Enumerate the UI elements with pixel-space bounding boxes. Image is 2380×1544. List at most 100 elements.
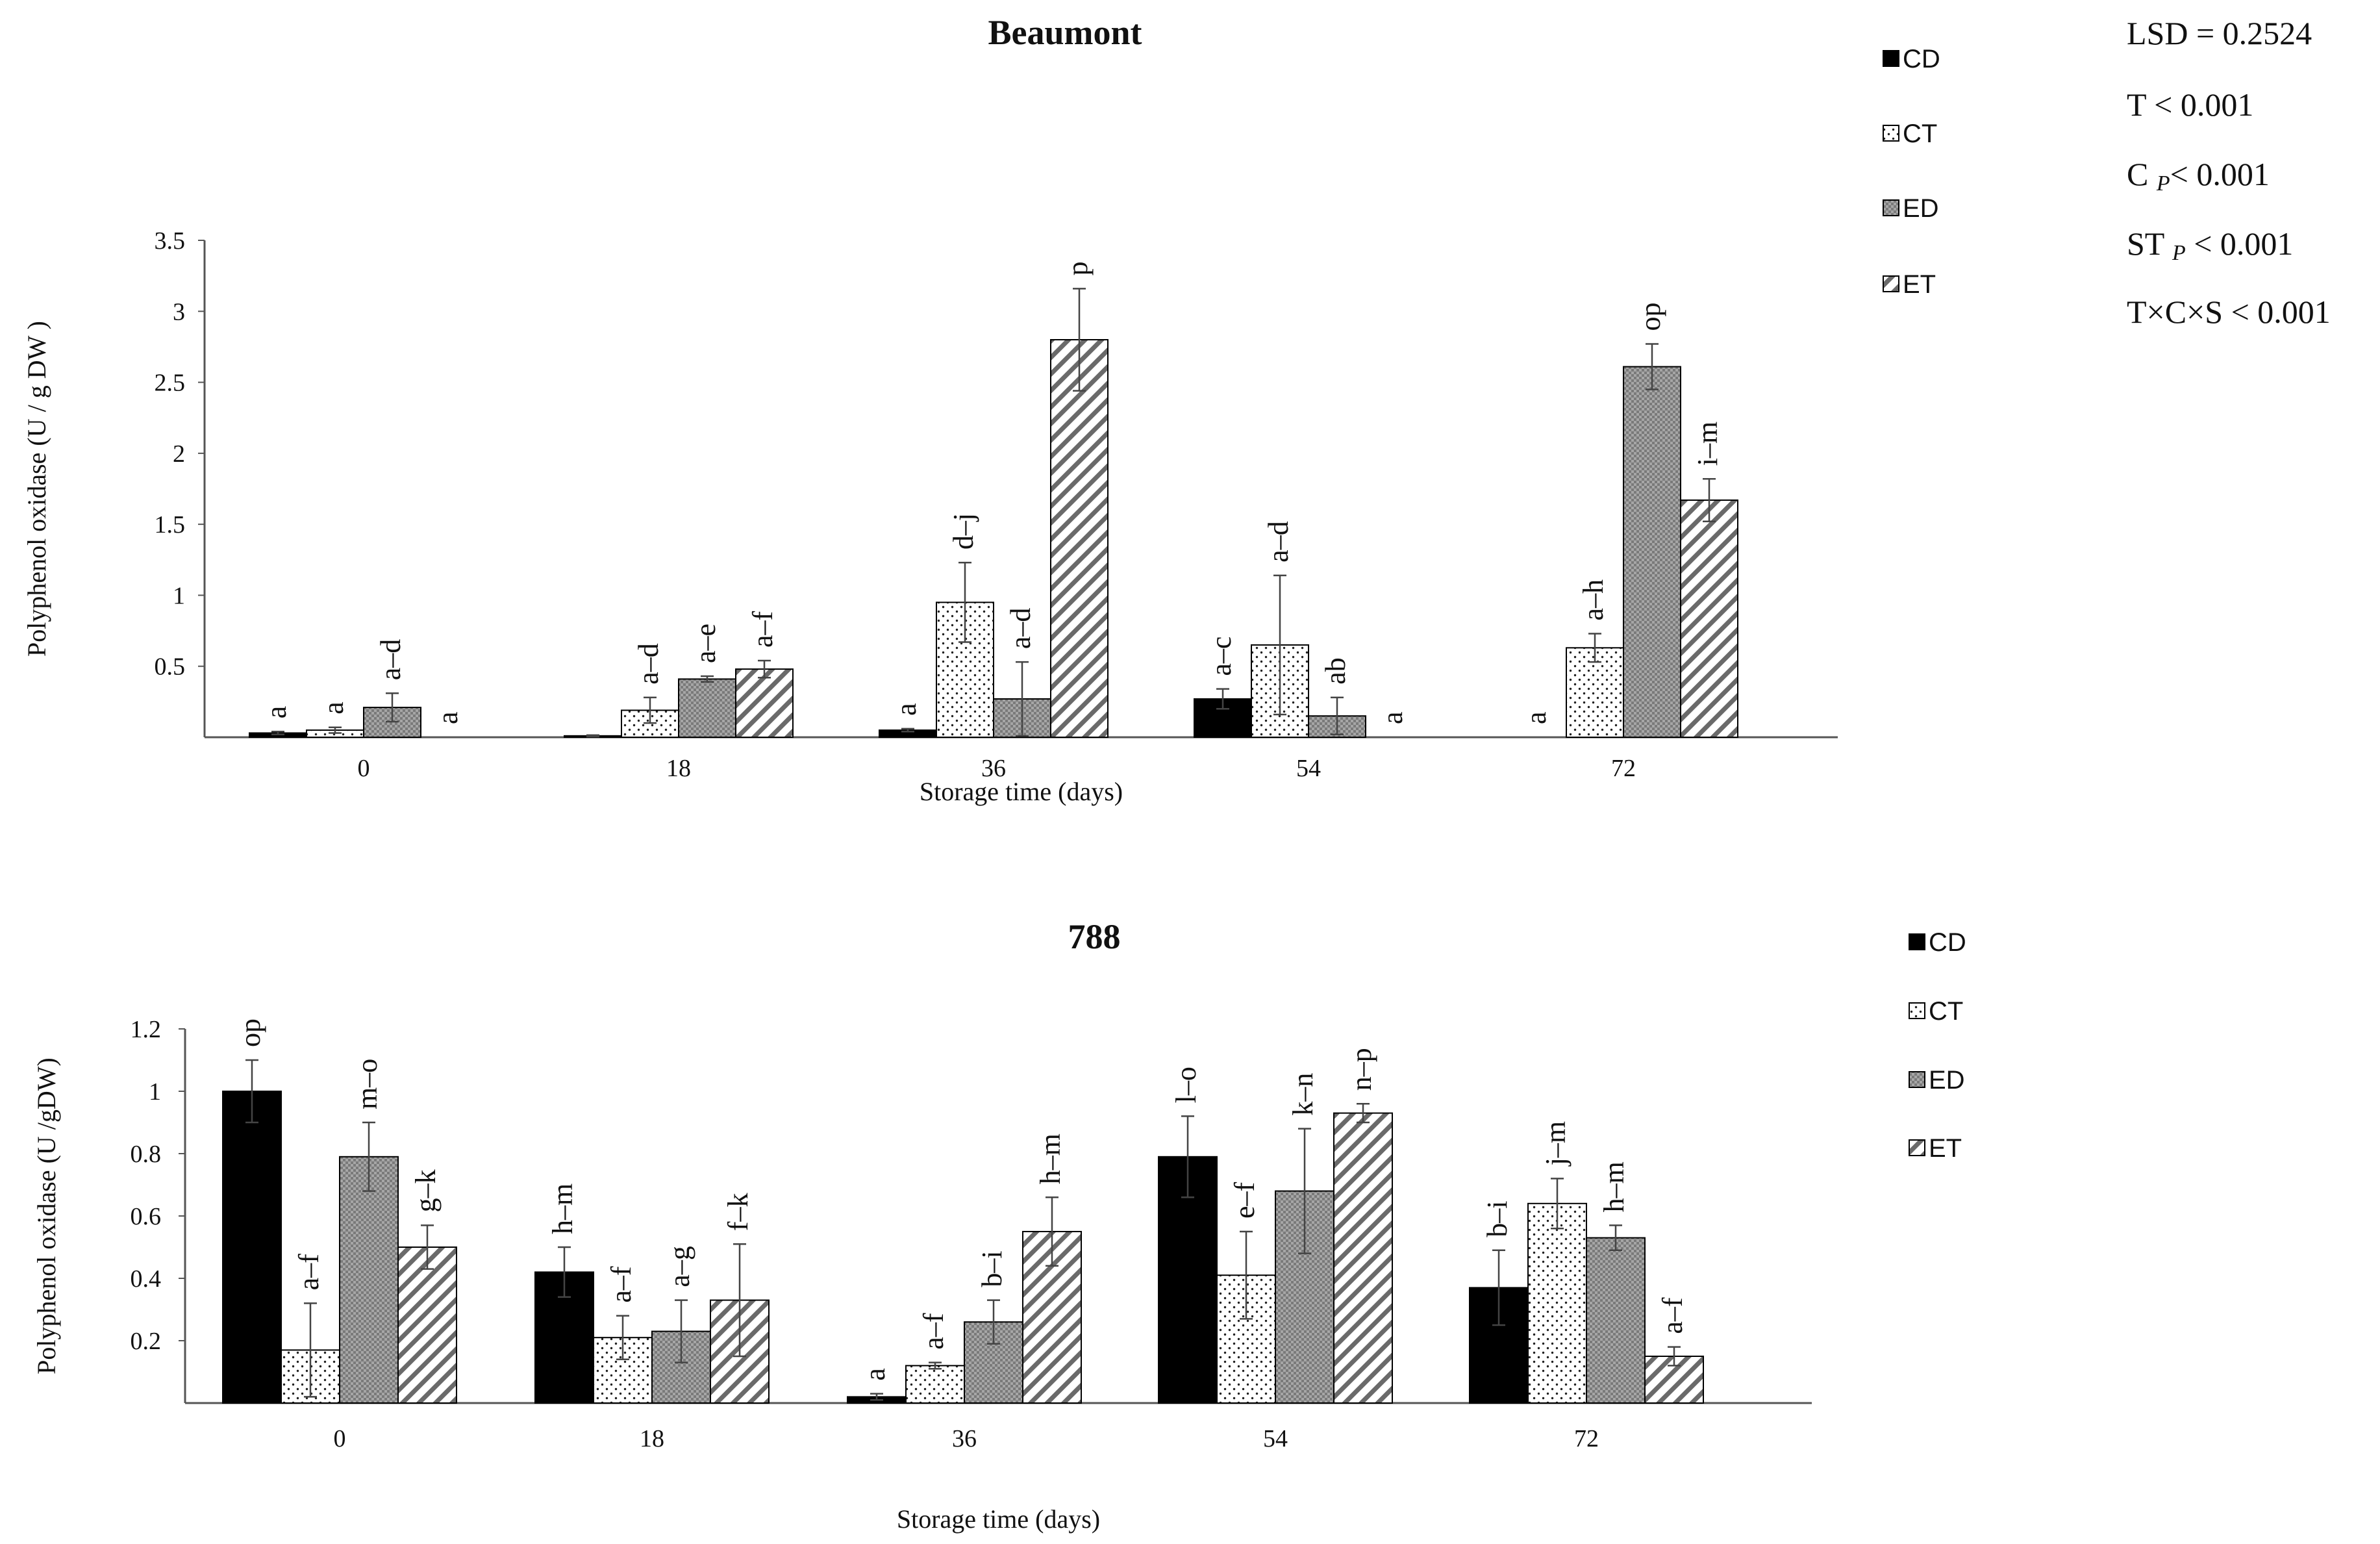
significance-letter: a–d	[1005, 608, 1036, 650]
x-tick-label: 36	[952, 1425, 977, 1452]
legend-swatch-ed	[1909, 1071, 1925, 1088]
significance-letter: g–k	[410, 1169, 442, 1212]
legend-label-cd: CD	[1929, 928, 1966, 957]
bar-ed	[1623, 366, 1681, 738]
significance-letter: op	[234, 1019, 266, 1047]
significance-letter: f–k	[722, 1193, 754, 1232]
y-tick-label: 0.2	[131, 1328, 162, 1355]
significance-letter: a–f	[918, 1313, 949, 1350]
bar-ct	[1527, 1202, 1587, 1404]
chart-title: 788	[1068, 917, 1121, 956]
y-axis-label: Polyphenol oxidase (U / g DW )	[22, 321, 51, 657]
legend-swatch-ct	[1883, 125, 1899, 142]
x-axis-label: Storage time (days)	[897, 1504, 1100, 1534]
bar-ct	[905, 1365, 965, 1404]
bar-ed	[1586, 1237, 1646, 1404]
significance-letter: a	[859, 1368, 891, 1381]
legend-label-cd: CD	[1903, 45, 1940, 73]
legend-label-et: ET	[1903, 270, 1936, 299]
bar-et	[1680, 499, 1738, 738]
significance-letter: a	[260, 706, 292, 719]
stats-t: T < 0.001	[2127, 86, 2253, 123]
significance-letter: a–d	[633, 643, 664, 685]
x-tick-label: 0	[358, 755, 370, 782]
x-tick-label: 36	[981, 755, 1006, 782]
y-axis-label: Polyphenol oxidase (U /gDW)	[32, 1057, 61, 1374]
significance-letter: d–j	[947, 513, 979, 550]
significance-letter: j–m	[1540, 1121, 1572, 1167]
significance-letter: op	[1635, 303, 1666, 331]
significance-letter: k–n	[1287, 1073, 1319, 1116]
significance-letter: p	[1062, 261, 1094, 275]
y-tick-label: 2	[173, 440, 185, 468]
y-tick-label: 1	[149, 1078, 161, 1106]
bar-ed	[1275, 1190, 1334, 1404]
significance-letter: a–e	[690, 624, 721, 663]
stats-c: C P< 0.001	[2127, 156, 2270, 196]
bar-ed	[339, 1156, 399, 1404]
y-tick-label: 0.8	[131, 1141, 162, 1168]
legend-swatch-cd	[1883, 50, 1899, 67]
legend-swatch-ct	[1909, 1002, 1925, 1019]
significance-letter: a–f	[1657, 1297, 1688, 1334]
significance-letter: e–f	[1229, 1182, 1260, 1219]
significance-letter: ab	[1320, 657, 1351, 685]
stats-lsd: LSD = 0.2524	[2127, 15, 2312, 51]
significance-letter: a–g	[664, 1246, 695, 1287]
bar-cd	[222, 1091, 282, 1404]
significance-letter: a–c	[1205, 637, 1237, 676]
significance-letter: i–m	[1692, 422, 1723, 466]
legend-swatch-et	[1909, 1139, 1925, 1156]
significance-letter: a–f	[605, 1266, 637, 1303]
x-tick-label: 54	[1296, 755, 1321, 782]
legend-swatch-et	[1883, 275, 1899, 292]
x-tick-label: 18	[666, 755, 691, 782]
chart-title: Beaumont	[988, 13, 1142, 52]
significance-letter: a	[1520, 711, 1552, 724]
x-tick-label: 54	[1263, 1425, 1288, 1452]
significance-letter: b–i	[1481, 1201, 1513, 1237]
legend-label-ct: CT	[1929, 997, 1963, 1026]
bar-et	[1333, 1112, 1393, 1404]
legend-label-ed: ED	[1929, 1066, 1965, 1095]
legend-label-ct: CT	[1903, 120, 1937, 148]
y-tick-label: 1.2	[131, 1016, 162, 1043]
stats-txcxs: T×C×S < 0.001	[2127, 294, 2331, 330]
x-tick-label: 0	[334, 1425, 346, 1452]
significance-letter: h–m	[547, 1183, 579, 1234]
legend-label-ed: ED	[1903, 194, 1939, 223]
legend-swatch-ed	[1883, 199, 1899, 216]
significance-letter: a–h	[1577, 579, 1609, 621]
y-tick-label: 0.6	[131, 1203, 162, 1230]
y-tick-label: 3.5	[155, 227, 186, 255]
y-tick-label: 3	[173, 298, 185, 325]
significance-letter: a	[1377, 711, 1409, 724]
significance-letter: a	[890, 703, 922, 716]
significance-letter: l–o	[1170, 1067, 1202, 1103]
stats-st: ST P < 0.001	[2127, 225, 2293, 265]
bar-et	[397, 1247, 457, 1404]
chart-788: 788 0.2 0.4 0.6 0.8 1 1.2 0 18 36 54 72 Storage time…	[32, 917, 1966, 1534]
significance-letter: h–m	[1034, 1133, 1066, 1184]
y-tick-label: 2.5	[155, 370, 186, 397]
x-axis-label: Storage time (days)	[920, 777, 1123, 806]
x-tick-label: 72	[1574, 1425, 1599, 1452]
y-tick-label: 1.5	[155, 511, 186, 538]
bar-et	[1050, 339, 1109, 738]
bar-et	[735, 668, 794, 738]
y-tick-label: 0.5	[155, 653, 186, 681]
y-tick-label: 1	[173, 582, 185, 609]
significance-letter: a–f	[293, 1254, 325, 1291]
significance-letter: b–i	[976, 1250, 1008, 1287]
y-tick-label: 0.4	[131, 1265, 162, 1293]
significance-letter: a	[432, 711, 464, 724]
stats-panel: LSD = 0.2524 T < 0.001 C P< 0.001 ST P <…	[2127, 15, 2331, 330]
significance-letter: a–f	[747, 611, 779, 648]
chart-beaumont: Beaumont 0.5 1 1.5 2 2.5 3 3.5 0 18 36 54 72 Storage …	[22, 13, 1940, 806]
significance-letter: h–m	[1598, 1161, 1630, 1212]
x-tick-label: 72	[1611, 755, 1636, 782]
legend-label-et: ET	[1929, 1134, 1962, 1163]
x-tick-label: 18	[640, 1425, 664, 1452]
